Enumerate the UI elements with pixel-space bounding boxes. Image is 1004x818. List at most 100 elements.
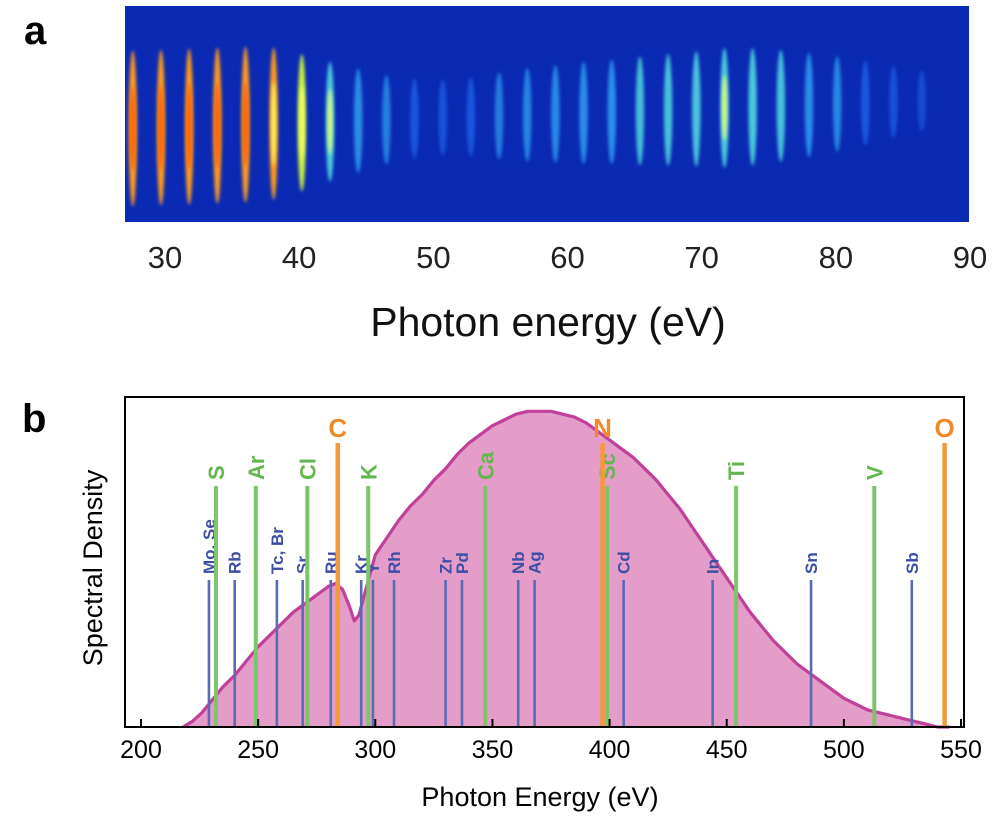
harmonic-glow bbox=[523, 68, 532, 162]
spectrum-area bbox=[182, 409, 950, 729]
edge-label-rh: Rh bbox=[385, 551, 404, 574]
harmonic-glow bbox=[494, 72, 504, 160]
harmonic-2 bbox=[156, 49, 166, 206]
edge-sc: Sc bbox=[595, 453, 620, 727]
harmonic-27 bbox=[861, 60, 870, 146]
edge-label-sb: Sb bbox=[903, 552, 922, 574]
spectrogram-background bbox=[125, 6, 969, 222]
harmonic-glow bbox=[917, 70, 926, 132]
edge-label-ag: Ag bbox=[526, 551, 545, 574]
harmonic-glow bbox=[748, 48, 757, 166]
edge-label-v: V bbox=[862, 465, 887, 480]
edge-cd: Cd bbox=[615, 551, 634, 727]
x-axis-label-a: Photon energy (eV) bbox=[370, 299, 726, 345]
x-axis-ticks-a: 30 40 50 60 70 80 90 bbox=[148, 240, 987, 275]
harmonic-core bbox=[299, 84, 305, 161]
edge-label-c: C bbox=[328, 413, 347, 443]
edge-ti: Ti bbox=[724, 461, 749, 727]
edge-label-ti: Ti bbox=[724, 461, 749, 480]
harmonic-glow bbox=[607, 59, 616, 165]
panel-label-b: b bbox=[22, 397, 46, 441]
harmonic-18 bbox=[607, 59, 616, 165]
harmonic-glow bbox=[438, 79, 447, 156]
x-axis-ticks-b: 200 250 300 350 400 450 500 550 bbox=[120, 719, 982, 764]
harmonic-core bbox=[242, 81, 249, 168]
harmonic-glow bbox=[410, 78, 419, 159]
harmonic-21 bbox=[692, 51, 701, 167]
plot-frame-b bbox=[124, 396, 965, 728]
harmonic-13 bbox=[466, 77, 476, 157]
edge-label-sn: Sn bbox=[802, 552, 821, 574]
edge-zr: Zr bbox=[437, 557, 456, 727]
edge-rh: Rh bbox=[385, 551, 404, 727]
edge-label-rb: Rb bbox=[226, 551, 245, 574]
edge-ar: Ar bbox=[244, 455, 269, 727]
edge-label-in: In bbox=[704, 559, 723, 574]
edge-pd: Pd bbox=[453, 552, 472, 727]
harmonic-25 bbox=[804, 52, 814, 158]
harmonic-glow bbox=[692, 51, 701, 167]
x-tick-a-40: 40 bbox=[282, 240, 316, 275]
spectrum-fill bbox=[183, 411, 950, 727]
edge-label-ca: Ca bbox=[473, 451, 498, 480]
edge-label-nb: Nb bbox=[509, 551, 528, 574]
x-tick-a-30: 30 bbox=[148, 240, 182, 275]
harmonic-glow bbox=[832, 56, 842, 152]
harmonic-glow bbox=[382, 75, 391, 165]
x-tick-b-300: 300 bbox=[354, 736, 396, 764]
harmonic-series bbox=[128, 46, 926, 207]
edge-label-sc: Sc bbox=[595, 453, 620, 480]
edge-c: C bbox=[328, 413, 347, 727]
edge-cl: Cl bbox=[295, 458, 320, 727]
harmonic-5 bbox=[241, 46, 250, 203]
edge-s: S bbox=[204, 465, 229, 727]
x-tick-a-60: 60 bbox=[550, 240, 584, 275]
x-tick-a-70: 70 bbox=[684, 240, 718, 275]
harmonic-29 bbox=[917, 70, 926, 132]
harmonic-core bbox=[271, 81, 277, 166]
harmonic-1 bbox=[128, 50, 137, 207]
harmonic-core bbox=[130, 85, 136, 172]
harmonic-core bbox=[721, 74, 728, 141]
harmonic-17 bbox=[579, 61, 588, 164]
y-axis-label-b: Spectral Density bbox=[78, 469, 108, 666]
x-tick-b-350: 350 bbox=[472, 736, 514, 764]
harmonic-core bbox=[186, 83, 192, 170]
harmonic-glow bbox=[354, 68, 363, 173]
edge-label-k: K bbox=[356, 464, 381, 480]
harmonic-glow bbox=[663, 53, 673, 166]
harmonic-14 bbox=[494, 72, 504, 160]
harmonic-16 bbox=[551, 64, 560, 163]
harmonic-11 bbox=[410, 78, 419, 159]
x-tick-b-400: 400 bbox=[589, 736, 631, 764]
edge-label-sr: Sr bbox=[294, 556, 313, 574]
edge-label-cl: Cl bbox=[295, 458, 320, 480]
harmonic-glow bbox=[889, 66, 898, 138]
harmonic-glow bbox=[551, 64, 560, 163]
harmonic-core bbox=[327, 88, 333, 155]
x-tick-a-90: 90 bbox=[953, 240, 987, 275]
harmonic-4 bbox=[213, 47, 222, 204]
harmonic-9 bbox=[354, 68, 363, 173]
harmonic-core bbox=[214, 82, 220, 169]
x-tick-b-250: 250 bbox=[237, 736, 279, 764]
edge-label-o: O bbox=[934, 413, 954, 443]
harmonic-10 bbox=[382, 75, 391, 165]
harmonic-6 bbox=[269, 47, 278, 200]
harmonic-glow bbox=[861, 60, 870, 146]
harmonic-glow bbox=[776, 49, 786, 162]
edge-label-s: S bbox=[204, 465, 229, 480]
edge-k: K bbox=[356, 464, 381, 727]
x-tick-a-50: 50 bbox=[416, 240, 450, 275]
x-tick-a-80: 80 bbox=[819, 240, 853, 275]
x-tick-b-200: 200 bbox=[120, 736, 162, 764]
edge-ag: Ag bbox=[526, 551, 545, 727]
harmonic-glow bbox=[635, 56, 645, 166]
edge-label-cd: Cd bbox=[615, 551, 634, 574]
harmonic-8 bbox=[325, 61, 335, 182]
edge-v: V bbox=[862, 465, 887, 727]
harmonic-22 bbox=[720, 48, 729, 168]
harmonic-glow bbox=[466, 77, 476, 157]
harmonic-20 bbox=[663, 53, 673, 166]
